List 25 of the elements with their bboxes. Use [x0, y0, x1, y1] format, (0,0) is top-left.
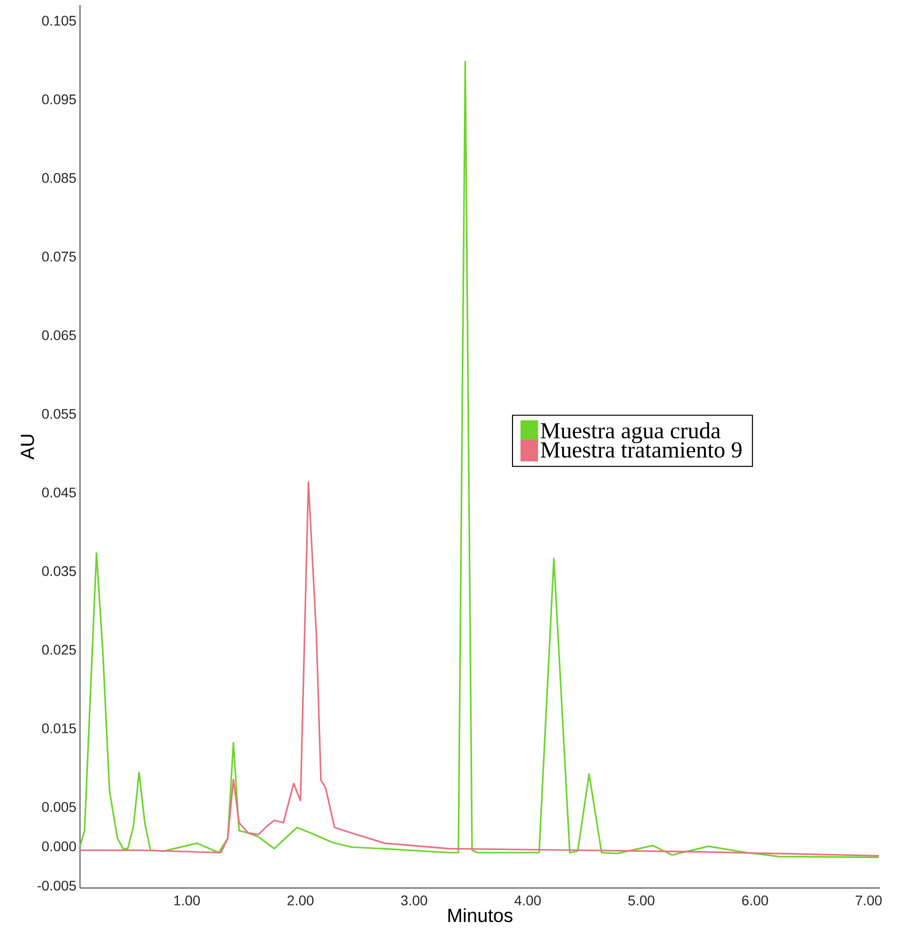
x-tick-label: 6.00 — [742, 896, 768, 906]
y-tick-label: 0.005 — [42, 802, 76, 812]
x-tick-label: 3.00 — [401, 896, 428, 906]
x-tick-label: 5.00 — [628, 896, 654, 906]
legend-label: Muestra tratamiento 9 — [540, 442, 742, 458]
y-tick-label: 0.105 — [42, 16, 76, 26]
y-tick-label: 0.045 — [42, 488, 76, 498]
y-tick-label: 0.095 — [42, 94, 76, 104]
y-tick-label: 0.000 — [42, 841, 76, 852]
y-tick-label: 0.075 — [42, 252, 76, 262]
y-tick-label: 0.055 — [42, 408, 76, 419]
y-tick-label: -0.005 — [38, 880, 76, 891]
x-tick-label: 2.00 — [288, 896, 314, 906]
y-tick-label: 0.015 — [42, 723, 76, 734]
y-tick-label: 0.025 — [42, 644, 76, 655]
y-tick-label: 0.065 — [42, 330, 76, 340]
x-tick-label: 1.00 — [174, 896, 200, 906]
x-tick-label: 4.00 — [514, 896, 541, 906]
legend-label: Muestra agua cruda — [540, 422, 720, 444]
x-axis-title: Minutos — [448, 908, 512, 922]
y-axis-title: AU — [20, 434, 34, 460]
line-series — [79, 481, 880, 857]
y-tick-label: 0.035 — [42, 566, 76, 576]
x-tick-label: 7.00 — [856, 896, 882, 906]
y-tick-label: 0.085 — [42, 173, 76, 183]
